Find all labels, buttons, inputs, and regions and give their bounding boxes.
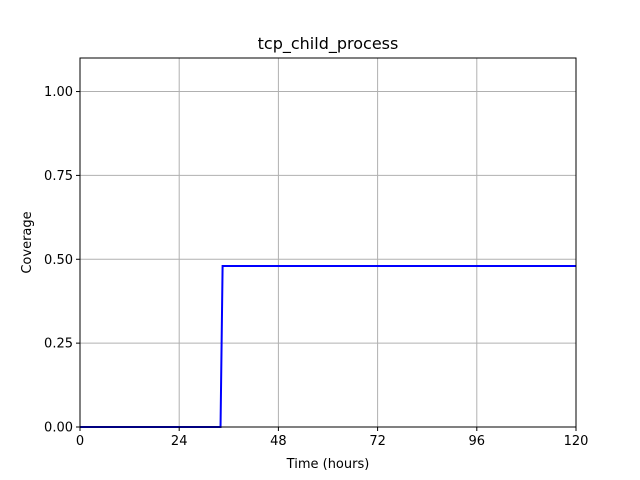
y-tick-label-1: 0.25 xyxy=(44,337,73,352)
y-axis-label: Coverage xyxy=(20,211,35,273)
x-tick-label-5: 120 xyxy=(564,434,589,449)
y-axis-ticks: 0.00 0.25 0.50 0.75 1.00 xyxy=(44,85,80,436)
x-axis-ticks: 0 24 48 72 96 120 xyxy=(76,427,589,449)
y-tick-label-2: 0.50 xyxy=(44,253,73,268)
x-axis-label: Time (hours) xyxy=(286,457,370,472)
x-tick-label-4: 96 xyxy=(469,434,486,449)
plot-frame xyxy=(79,57,577,428)
chart-title: tcp_child_process xyxy=(258,34,399,54)
y-tick-label-0: 0.00 xyxy=(44,421,73,436)
y-tick-label-3: 0.75 xyxy=(44,169,73,184)
y-tick-label-4: 1.00 xyxy=(44,85,73,100)
x-tick-label-1: 24 xyxy=(171,434,188,449)
x-tick-label-2: 48 xyxy=(270,434,287,449)
x-tick-label-3: 72 xyxy=(369,434,386,449)
x-tick-label-0: 0 xyxy=(76,434,84,449)
